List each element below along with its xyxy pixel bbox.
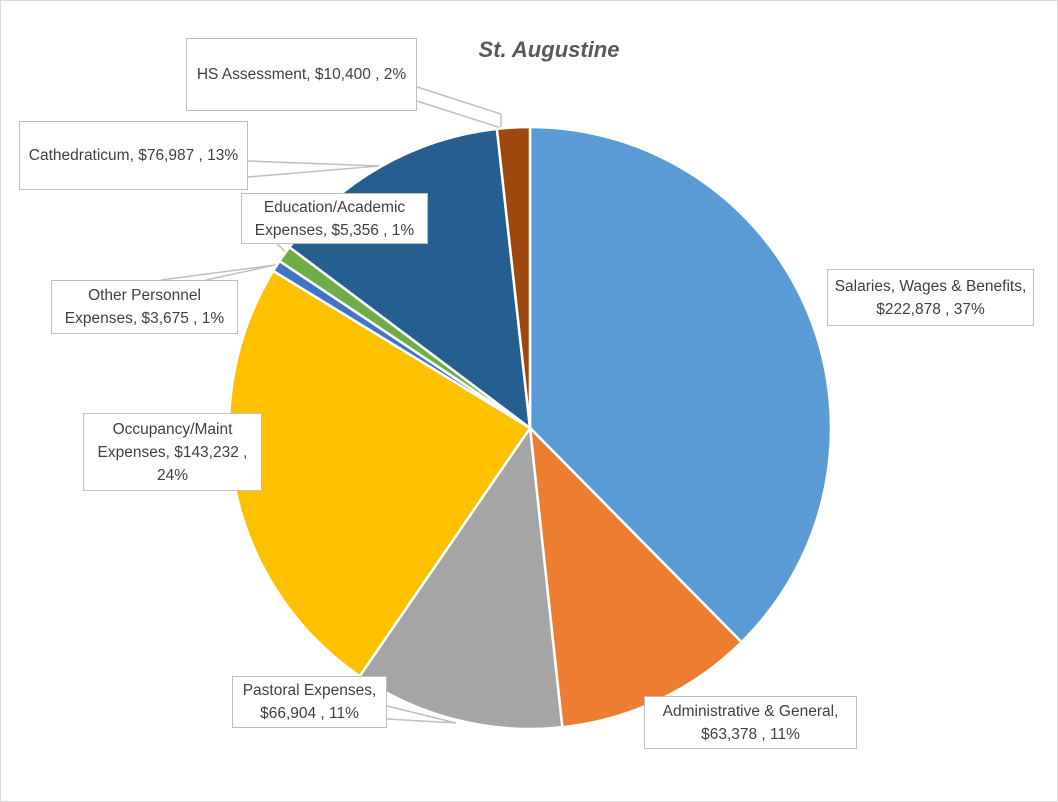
leader-line-cathedraticum [247,160,380,178]
data-label-salaries: Salaries, Wages & Benefits, $222,878 , 3… [827,269,1034,326]
leader-line-other [160,264,276,281]
data-label-hs-assessment: HS Assessment, $10,400 , 2% [186,38,417,111]
data-label-admin: Administrative & General, $63,378 , 11% [644,696,857,749]
leader-line-hs [416,86,502,130]
data-label-occupancy: Occupancy/Maint Expenses, $143,232 , 24% [83,413,262,491]
pie-slice-salaries-wages-benefits [528,125,833,644]
data-label-pastoral: Pastoral Expenses, $66,904 , 11% [232,676,387,728]
pie-slice-hs-assessment [495,125,532,429]
data-label-other-personnel: Other Personnel Expenses, $3,675 , 1% [51,280,238,334]
chart-title: St. Augustine [478,37,620,62]
data-label-education: Education/Academic Expenses, $5,356 , 1% [241,193,428,244]
leader-line-pastoral [386,705,457,724]
data-label-cathedraticum: Cathedraticum, $76,987 , 13% [19,121,248,190]
